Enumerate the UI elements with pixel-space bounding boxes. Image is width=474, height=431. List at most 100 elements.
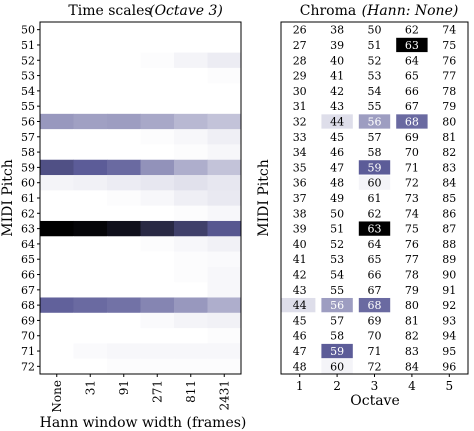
chroma-cell-value: 94	[442, 330, 456, 343]
left-cell	[73, 328, 108, 344]
chroma-cell-value: 52	[368, 54, 382, 67]
chroma-cell-highlight	[358, 221, 391, 236]
left-cell	[73, 159, 108, 176]
chroma-cell-highlight	[358, 114, 391, 129]
chroma-cell-value: 95	[442, 345, 456, 358]
left-chart-subtitle: (Octave 3)	[149, 3, 223, 19]
left-cell	[73, 220, 108, 237]
left-y-tick-label: 50	[21, 24, 35, 37]
chroma-cell-value: 54	[330, 269, 344, 282]
chroma-cell-value: 89	[442, 253, 456, 266]
left-y-tick-label: 65	[21, 253, 35, 266]
left-cell	[40, 22, 74, 38]
chroma-cell-value: 29	[293, 70, 307, 83]
left-x-tick-label: 31	[83, 380, 97, 395]
left-cell	[140, 251, 175, 268]
left-cell	[140, 175, 175, 191]
chroma-cell-value: 26	[293, 24, 307, 37]
left-cell	[40, 236, 74, 252]
left-cell	[140, 52, 175, 69]
chroma-cell-value: 63	[405, 39, 419, 52]
left-cell	[107, 312, 141, 329]
right-x-tick-label: 2	[333, 379, 341, 393]
chroma-cell-value: 72	[405, 177, 419, 190]
right-heatmap-cells: 26 38 50 62 74 27 39 51 63 75 28 40 52 64 76 29 41 53 65 77…	[281, 24, 456, 374]
chroma-cell-value: 59	[368, 161, 382, 174]
chroma-cell-value: 62	[368, 207, 382, 220]
chroma-cell-value: 40	[330, 54, 344, 67]
left-cell	[174, 282, 208, 298]
left-cell	[140, 129, 175, 145]
chroma-cell-value: 31	[293, 100, 307, 113]
chroma-cell-value: 55	[368, 100, 382, 113]
chroma-cell-value: 44	[293, 299, 307, 312]
left-cell	[174, 67, 208, 84]
left-cell	[140, 282, 175, 298]
left-cell	[73, 358, 108, 375]
left-cell	[40, 98, 74, 115]
left-cell	[40, 144, 74, 161]
left-cell	[207, 190, 242, 207]
left-y-tick-label: 70	[21, 330, 35, 343]
left-cell	[140, 236, 175, 252]
left-y-tick-label: 59	[21, 161, 35, 174]
left-cell	[140, 328, 175, 344]
left-cell	[40, 328, 74, 344]
left-y-tick-label: 63	[21, 223, 35, 236]
left-cell	[73, 37, 108, 53]
chroma-cell-value: 57	[330, 314, 344, 327]
left-cell	[140, 37, 175, 53]
chroma-cell-highlight	[396, 114, 428, 129]
left-cell	[40, 282, 74, 298]
chroma-cell-value: 32	[293, 115, 307, 128]
chroma-cell-value: 53	[368, 70, 382, 83]
chroma-cell-value: 91	[442, 284, 456, 297]
left-cell	[107, 236, 141, 252]
left-cell	[73, 175, 108, 191]
left-cell	[174, 113, 208, 130]
left-cell	[174, 205, 208, 222]
chroma-cell-value: 56	[330, 299, 344, 312]
left-cell	[174, 159, 208, 176]
chroma-cell-value: 57	[368, 131, 382, 144]
left-cell	[174, 98, 208, 115]
left-cell	[73, 343, 108, 360]
left-cell	[40, 266, 74, 283]
chroma-cell-value: 55	[330, 284, 344, 297]
left-cell	[207, 83, 242, 99]
chroma-cell-value: 30	[293, 85, 307, 98]
left-cell	[40, 220, 74, 237]
chroma-cell-value: 54	[368, 85, 382, 98]
left-cell	[207, 358, 242, 375]
left-y-tick-label: 71	[21, 345, 35, 358]
left-cell	[207, 343, 242, 360]
left-cell	[107, 251, 141, 268]
left-cell	[40, 358, 74, 375]
chroma-cell-value: 67	[405, 100, 419, 113]
chroma-cell-value: 92	[442, 299, 456, 312]
chroma-cell-highlight	[321, 343, 353, 359]
chroma-cell-value: 63	[368, 223, 382, 236]
left-cell	[174, 343, 208, 360]
left-y-tick-label: 51	[21, 39, 35, 52]
left-cell	[140, 113, 175, 130]
chroma-cell-value: 37	[293, 192, 307, 205]
left-cell	[174, 297, 208, 314]
left-cell	[40, 67, 74, 84]
chroma-cell-value: 67	[368, 284, 382, 297]
right-x-tick-label: 4	[408, 379, 416, 393]
chroma-cell-value: 58	[330, 330, 344, 343]
left-x-tick-label: 2431	[217, 380, 231, 411]
chroma-cell-highlight	[281, 297, 316, 313]
chroma-cell-value: 71	[405, 161, 419, 174]
left-cell	[73, 98, 108, 115]
chroma-cell-value: 85	[442, 192, 456, 205]
left-cell	[140, 205, 175, 222]
left-cell	[207, 98, 242, 115]
chroma-cell-value: 60	[330, 360, 344, 373]
left-y-tick-label: 69	[21, 314, 35, 327]
left-cell	[140, 22, 175, 38]
left-y-tick-label: 60	[21, 177, 35, 190]
left-cell	[40, 52, 74, 69]
